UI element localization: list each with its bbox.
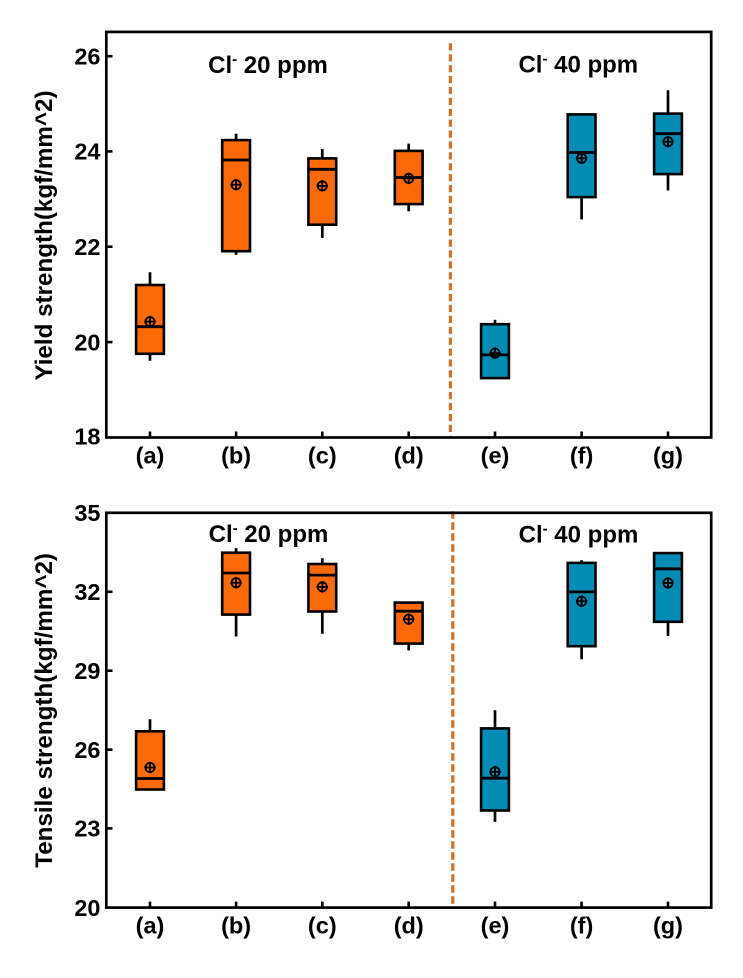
svg-text:26: 26 bbox=[74, 737, 100, 763]
svg-text:Yield strength(kgf/mm^2): Yield strength(kgf/mm^2) bbox=[31, 90, 58, 380]
svg-text:Cl- 20 ppm: Cl- 20 ppm bbox=[208, 51, 328, 79]
svg-text:24: 24 bbox=[74, 139, 100, 165]
svg-text:(d): (d) bbox=[394, 443, 424, 469]
svg-text:(g): (g) bbox=[653, 913, 683, 939]
svg-text:(c): (c) bbox=[308, 913, 337, 939]
svg-text:(e): (e) bbox=[481, 913, 510, 939]
svg-text:(b): (b) bbox=[221, 913, 251, 939]
svg-text:35: 35 bbox=[74, 500, 100, 526]
svg-text:20: 20 bbox=[74, 895, 100, 921]
svg-text:Cl- 40 ppm: Cl- 40 ppm bbox=[519, 521, 639, 549]
svg-text:(a): (a) bbox=[136, 443, 165, 469]
svg-text:Cl- 20 ppm: Cl- 20 ppm bbox=[209, 520, 329, 548]
svg-text:(a): (a) bbox=[136, 913, 165, 939]
svg-text:(e): (e) bbox=[481, 443, 510, 469]
svg-text:26: 26 bbox=[74, 43, 100, 69]
svg-text:(b): (b) bbox=[221, 443, 251, 469]
svg-text:(f): (f) bbox=[570, 443, 593, 469]
svg-text:23: 23 bbox=[74, 816, 100, 842]
svg-text:32: 32 bbox=[74, 579, 100, 605]
svg-text:Cl- 40 ppm: Cl- 40 ppm bbox=[518, 50, 638, 78]
svg-text:22: 22 bbox=[74, 234, 100, 260]
svg-text:(c): (c) bbox=[308, 443, 337, 469]
svg-text:(d): (d) bbox=[394, 913, 424, 939]
svg-text:(g): (g) bbox=[653, 443, 683, 469]
svg-text:18: 18 bbox=[74, 424, 100, 450]
svg-text:20: 20 bbox=[74, 329, 100, 355]
svg-text:(f): (f) bbox=[570, 913, 593, 939]
svg-text:Tensile strength(kgf/mm^2): Tensile strength(kgf/mm^2) bbox=[31, 553, 58, 868]
svg-text:29: 29 bbox=[74, 658, 100, 684]
